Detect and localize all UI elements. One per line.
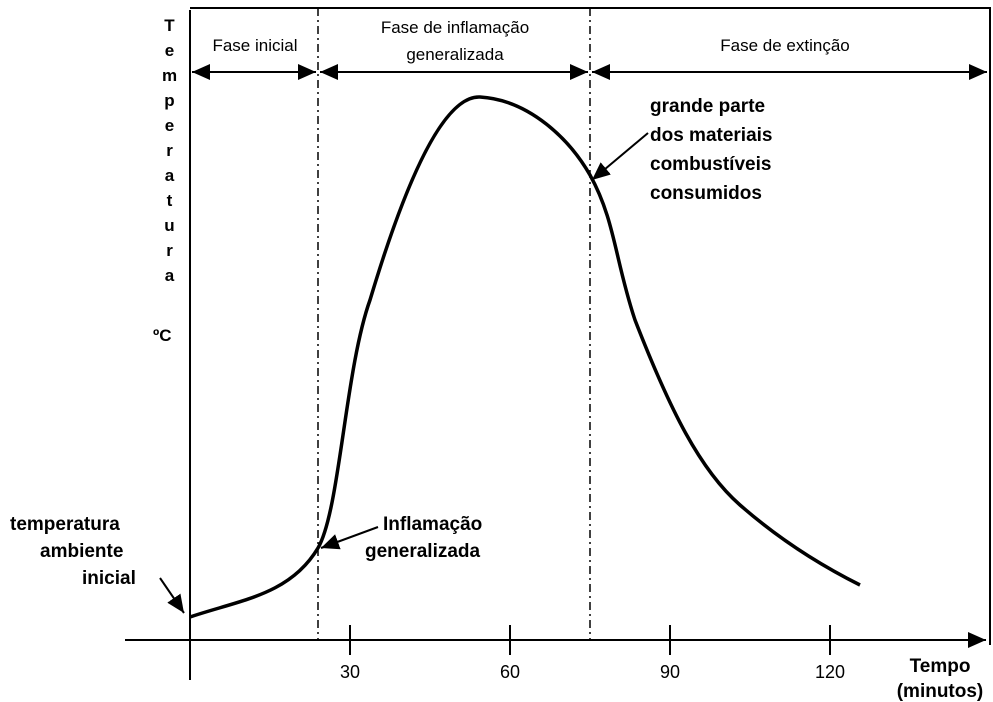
x-tick-label: 90 [660,662,680,682]
annotation-arrow [320,526,379,550]
annotation: consumidos [650,183,762,204]
annotation: ambiente [40,541,123,562]
x-tick-label: 60 [500,662,520,682]
phase-label: Fase de extinção [720,36,849,55]
temperature-curve [189,95,861,619]
x-tick-label: 120 [815,662,845,682]
phase-label: Fase de inflamação [381,18,529,37]
annotation: dos materiais [650,125,773,146]
annotation: generalizada [365,541,481,562]
phase-label: generalizada [406,45,504,64]
annotation: combustíveis [650,154,771,175]
y-axis-label: Temperatura [160,16,179,291]
x-axis-label: Tempo [910,656,971,677]
x-tick-label: 30 [340,662,360,682]
annotation: grande parte [650,96,765,117]
annotation: inicial [82,568,136,589]
annotation: Inflamação [383,514,482,535]
annotation-arrow [159,577,185,614]
y-axis-unit: ºC [153,326,172,345]
phase-label: Fase inicial [212,36,297,55]
frame [190,7,991,645]
annotation: temperatura [10,514,120,535]
annotation-arrow [591,132,649,181]
x-axis-label: (minutos) [897,681,984,702]
